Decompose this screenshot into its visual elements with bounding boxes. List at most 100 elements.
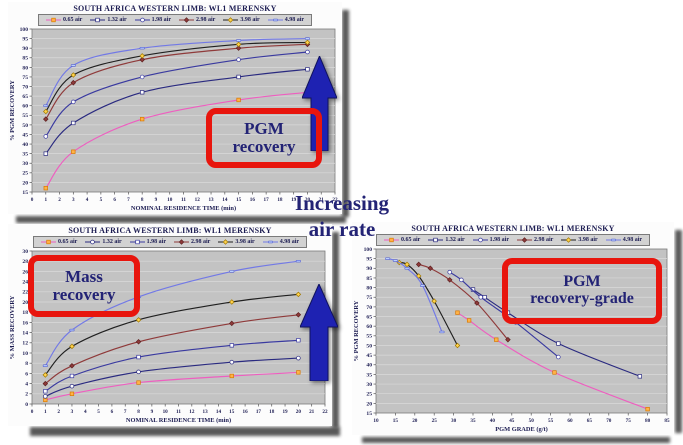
chart-title: SOUTH AFRICA WESTERN LIMB: WL1 MERENSKY <box>73 4 277 13</box>
svg-text:70: 70 <box>606 418 612 424</box>
chart1-right-shadow <box>342 10 349 217</box>
annotation-text: PGM <box>244 119 284 139</box>
y-axis-title: % MASS RECOVERY <box>9 295 16 359</box>
svg-text:65: 65 <box>366 314 372 320</box>
series-line <box>457 312 648 410</box>
legend-label: 3.98 air <box>578 237 598 243</box>
chart1-bottom-shadow <box>16 216 346 223</box>
svg-text:100: 100 <box>364 247 373 253</box>
legend-label: 2.98 air <box>196 17 216 23</box>
legend-marker-icon <box>383 237 399 243</box>
legend-marker-icon <box>561 237 577 243</box>
legend-label: 1.32 air <box>107 17 127 23</box>
svg-text:1: 1 <box>44 197 47 203</box>
legend-marker-icon <box>605 238 621 242</box>
chart-mass-recovery-vs-time: SOUTH AFRICA WESTERN LIMB: WL1 MERENSKY 0… <box>8 224 332 426</box>
svg-text:9: 9 <box>155 197 158 203</box>
svg-text:12: 12 <box>189 409 195 415</box>
svg-text:19: 19 <box>291 197 297 203</box>
svg-text:90: 90 <box>22 46 28 52</box>
legend-label: 3.98 air <box>235 239 255 245</box>
svg-text:100: 100 <box>20 27 29 33</box>
svg-text:11: 11 <box>181 197 186 203</box>
svg-text:45: 45 <box>509 418 515 424</box>
legend-item: 2.98 air <box>179 16 215 24</box>
chart-pgm-recovery-vs-grade: SOUTH AFRICA WESTERN LIMB: WL1 MERENSKY 0… <box>352 222 674 435</box>
svg-text:16: 16 <box>22 320 28 326</box>
svg-text:15: 15 <box>393 418 399 424</box>
legend-item: 4.98 air <box>267 16 304 24</box>
svg-text:20: 20 <box>296 409 302 415</box>
svg-text:40: 40 <box>366 363 372 369</box>
svg-text:14: 14 <box>22 331 28 337</box>
chart2-bottom-shadow <box>30 427 340 436</box>
annotation-text: air rate <box>308 216 376 241</box>
svg-text:16: 16 <box>250 197 256 203</box>
x-axis-title: NOMINAL RESIDENCE TIME (min) <box>126 417 231 424</box>
increasing-air-rate-label: Increasing air rate <box>258 191 426 242</box>
svg-text:65: 65 <box>22 94 28 100</box>
svg-text:20: 20 <box>22 300 28 306</box>
svg-text:9: 9 <box>151 409 154 415</box>
svg-text:45: 45 <box>366 353 372 359</box>
svg-text:4: 4 <box>84 409 87 415</box>
svg-text:65: 65 <box>587 418 593 424</box>
svg-text:90: 90 <box>366 266 372 272</box>
legend-item: 1.98 air <box>129 238 166 246</box>
svg-text:85: 85 <box>22 56 28 62</box>
annotation-text: recovery <box>232 137 296 156</box>
svg-text:25: 25 <box>366 392 372 398</box>
legend-marker-icon <box>262 240 278 244</box>
svg-text:6: 6 <box>113 197 116 203</box>
svg-text:10: 10 <box>22 351 28 357</box>
svg-text:11: 11 <box>176 409 181 415</box>
legend-label: 1.98 air <box>146 239 166 245</box>
svg-text:13: 13 <box>208 197 214 203</box>
legend-marker-icon <box>174 239 189 245</box>
svg-text:7: 7 <box>127 197 130 203</box>
legend-item: 1.98 air <box>134 16 171 24</box>
up-arrow-icon <box>302 56 337 151</box>
legend-label: 1.98 air <box>489 237 509 243</box>
svg-text:10: 10 <box>163 409 169 415</box>
svg-text:1: 1 <box>44 409 47 415</box>
legend-label: 2.98 air <box>534 237 554 243</box>
up-arrow-icon <box>300 284 338 381</box>
svg-text:70: 70 <box>22 84 28 90</box>
svg-text:0: 0 <box>31 409 34 415</box>
legend-marker-icon <box>428 237 444 243</box>
svg-text:24: 24 <box>22 280 28 286</box>
svg-text:4: 4 <box>86 197 89 203</box>
svg-text:30: 30 <box>22 161 28 167</box>
legend-item: 3.98 air <box>561 236 598 244</box>
svg-text:6: 6 <box>111 409 114 415</box>
svg-text:60: 60 <box>22 104 28 110</box>
legend-marker-icon <box>134 17 150 23</box>
legend-item: 0.65 air <box>383 236 420 244</box>
legend-item: 1.32 air <box>85 238 122 246</box>
svg-text:16: 16 <box>242 409 248 415</box>
chart-title: SOUTH AFRICA WESTERN LIMB: WL1 MERENSKY <box>411 224 615 233</box>
svg-text:70: 70 <box>366 305 372 311</box>
svg-text:12: 12 <box>22 341 28 347</box>
svg-text:26: 26 <box>22 269 28 275</box>
svg-text:75: 75 <box>626 418 632 424</box>
legend-item: 3.98 air <box>218 238 255 246</box>
legend-label: 4.98 air <box>279 239 300 245</box>
svg-text:75: 75 <box>366 295 372 301</box>
svg-text:15: 15 <box>366 411 372 417</box>
annotation-text: PGM <box>563 273 601 291</box>
legend-label: 2.98 air <box>191 239 211 245</box>
svg-text:15: 15 <box>229 409 235 415</box>
legend-item: 4.98 air <box>262 238 300 246</box>
svg-text:85: 85 <box>366 276 372 282</box>
legend-marker-icon <box>218 239 234 245</box>
legend-item: 2.98 air <box>517 236 553 244</box>
svg-text:22: 22 <box>332 197 338 203</box>
svg-text:17: 17 <box>264 197 270 203</box>
svg-text:18: 18 <box>22 310 28 316</box>
svg-text:2: 2 <box>58 197 61 203</box>
svg-text:3: 3 <box>72 197 75 203</box>
